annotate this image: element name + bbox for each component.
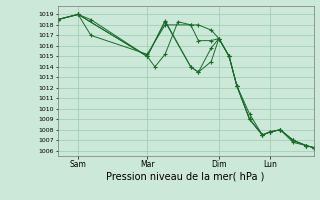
X-axis label: Pression niveau de la mer( hPa ): Pression niveau de la mer( hPa ) [107,172,265,182]
